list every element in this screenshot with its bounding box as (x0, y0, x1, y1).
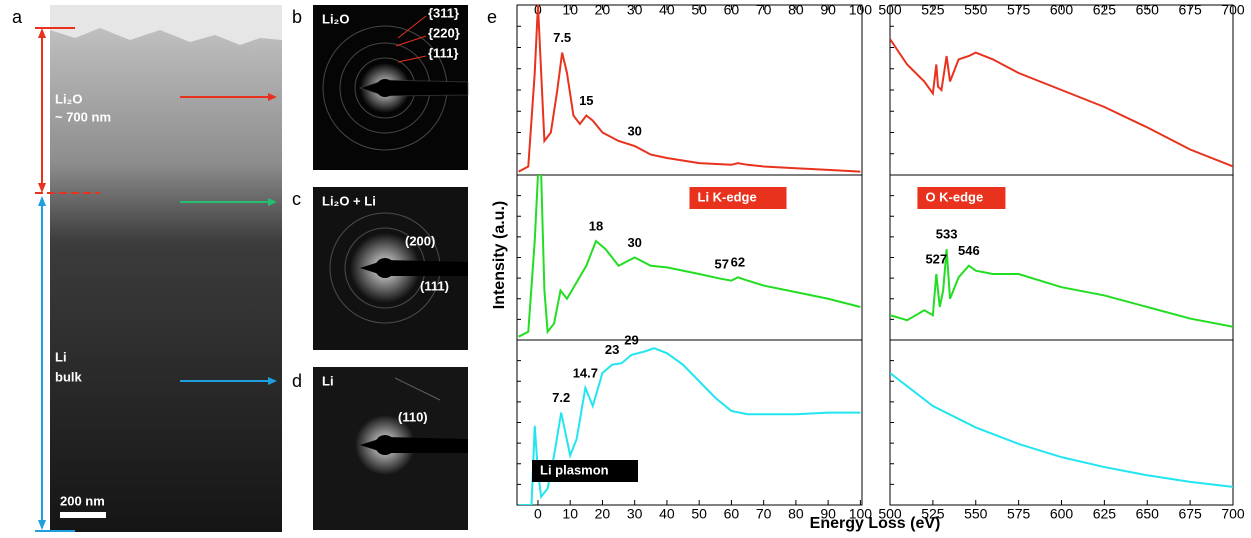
ring-pointers (395, 15, 427, 63)
x-tick-label: 650 (1136, 2, 1160, 18)
peak-label: 14.7 (573, 365, 598, 380)
x-tick-label: 650 (1136, 506, 1160, 522)
x-tick-label: 60 (724, 2, 740, 18)
x-tick-label: 30 (627, 2, 643, 18)
panel-label: e (487, 7, 497, 27)
x-tick-label: 80 (788, 2, 804, 18)
ring-label: (200) (405, 233, 435, 248)
peak-label: 30 (627, 235, 641, 250)
spectrum-line (890, 38, 1233, 168)
peak-label: 29 (624, 332, 638, 347)
annotation: Li₂O (55, 91, 82, 106)
panel-title: Li₂O + Li (322, 193, 376, 208)
annotation: ~ 700 nm (55, 109, 111, 124)
peak-label: 57 (715, 256, 729, 271)
peak-label: 15 (579, 93, 593, 108)
ring-label: (111) (420, 278, 449, 293)
ring-label: (110) (398, 409, 428, 424)
x-tick-label: 100 (849, 506, 873, 522)
spectrum-line (518, 175, 861, 338)
peak-label: 533 (936, 227, 958, 242)
x-tick-label: 0 (534, 506, 542, 522)
x-axis-label: Energy Loss (eV) (810, 515, 941, 532)
x-tick-label: 20 (595, 506, 611, 522)
x-tick-label: 625 (1093, 506, 1117, 522)
x-tick-label: 525 (921, 506, 945, 522)
x-tick-label: 60 (724, 506, 740, 522)
x-tick-label: 525 (921, 2, 945, 18)
peak-label: 23 (605, 342, 619, 357)
x-tick-label: 675 (1178, 2, 1202, 18)
x-tick-label: 40 (659, 506, 675, 522)
x-tick-label: 20 (595, 2, 611, 18)
peak-label: 18 (589, 218, 603, 233)
peak-label: 7.2 (552, 390, 570, 405)
x-tick-label: 90 (820, 506, 836, 522)
x-tick-label: 600 (1050, 2, 1074, 18)
peak-label: 527 (925, 251, 947, 266)
label-box (532, 460, 638, 482)
panel-title: Li₂O (322, 11, 349, 26)
box-label: Li plasmon (540, 462, 609, 477)
arrows (35, 27, 277, 532)
annotation: bulk (55, 369, 82, 384)
peak-label: 546 (958, 243, 980, 258)
x-tick-label: 550 (964, 506, 988, 522)
panel-title: Li (322, 373, 334, 388)
spectrum-line (518, 347, 861, 505)
x-tick-label: 500 (878, 2, 902, 18)
tem-image (50, 5, 282, 532)
x-tick-label: 575 (1007, 2, 1031, 18)
panel-label: c (292, 189, 301, 209)
box-label: Li K-edge (698, 189, 757, 204)
ring-label: {111} (428, 45, 458, 60)
x-tick-label: 10 (562, 2, 578, 18)
ring-label: {220} (428, 25, 460, 40)
scale-bar-label: 200 nm (60, 493, 105, 508)
x-tick-label: 30 (627, 506, 643, 522)
x-tick-label: 625 (1093, 2, 1117, 18)
annotation: Li (55, 349, 67, 364)
x-tick-label: 100 (849, 2, 873, 18)
spectrum-line (890, 372, 1233, 488)
x-tick-label: 50 (691, 2, 707, 18)
peak-label: 30 (627, 124, 641, 139)
x-tick-label: 575 (1007, 506, 1031, 522)
x-tick-label: 70 (756, 506, 772, 522)
spectrum-line (518, 5, 861, 173)
y-axis-label: Intensity (a.u.) (491, 201, 508, 309)
x-tick-label: 675 (1178, 506, 1202, 522)
label-box (917, 187, 1006, 209)
peak-label: 7.5 (553, 30, 571, 45)
x-tick-label: 700 (1221, 2, 1245, 18)
x-tick-label: 40 (659, 2, 675, 18)
panel-label: d (292, 371, 302, 391)
diffraction-images (313, 5, 469, 530)
box-label: O K-edge (925, 189, 983, 204)
x-tick-label: 10 (562, 506, 578, 522)
x-tick-label: 80 (788, 506, 804, 522)
x-tick-label: 500 (878, 506, 902, 522)
x-tick-label: 90 (820, 2, 836, 18)
spectrum-line (890, 249, 1233, 328)
ring-label: {311} (428, 5, 459, 20)
x-tick-label: 70 (756, 2, 772, 18)
label-box (689, 187, 787, 209)
peak-label: 62 (731, 255, 745, 270)
x-tick-label: 550 (964, 2, 988, 18)
panel-label: b (292, 7, 302, 27)
panel-label: a (12, 7, 23, 27)
x-tick-label: 600 (1050, 506, 1074, 522)
x-tick-label: 700 (1221, 506, 1245, 522)
x-tick-label: 50 (691, 506, 707, 522)
